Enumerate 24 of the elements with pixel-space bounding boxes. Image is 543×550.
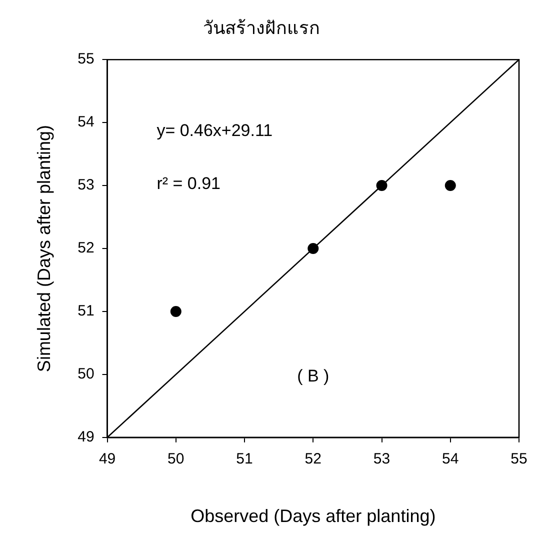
x-tick-label: 52 [304, 450, 322, 468]
x-tick-label: 53 [373, 450, 390, 468]
y-tick-label: 51 [78, 302, 94, 320]
x-tick-label: 51 [236, 450, 253, 468]
y-tick-label: 52 [78, 240, 94, 257]
y-tick-label: 53 [78, 176, 94, 194]
annotation: r² = 0.91 [156, 174, 220, 193]
annotation: ( B ) [297, 366, 330, 386]
point [376, 180, 388, 192]
y-axis-title: Simulated (Days after planting) [34, 124, 54, 372]
y-tick-label: 50 [78, 366, 94, 383]
chart-title: วันสร้างฝักแรก [203, 18, 320, 38]
y-tick-label: 54 [78, 114, 94, 131]
point [170, 306, 182, 317]
y-tick-label: 49 [78, 428, 94, 446]
y-tick-label: 55 [78, 50, 94, 68]
x-tick-label: 50 [168, 450, 184, 468]
point [308, 243, 319, 254]
point [444, 180, 456, 192]
x-tick-label: 55 [510, 450, 528, 468]
x-tick-label: 49 [98, 450, 116, 468]
x-tick-label: 54 [442, 450, 459, 468]
x-axis-title: Observed (Days after planting) [190, 506, 436, 526]
annotation: y= 0.46x+29.11 [156, 121, 273, 140]
